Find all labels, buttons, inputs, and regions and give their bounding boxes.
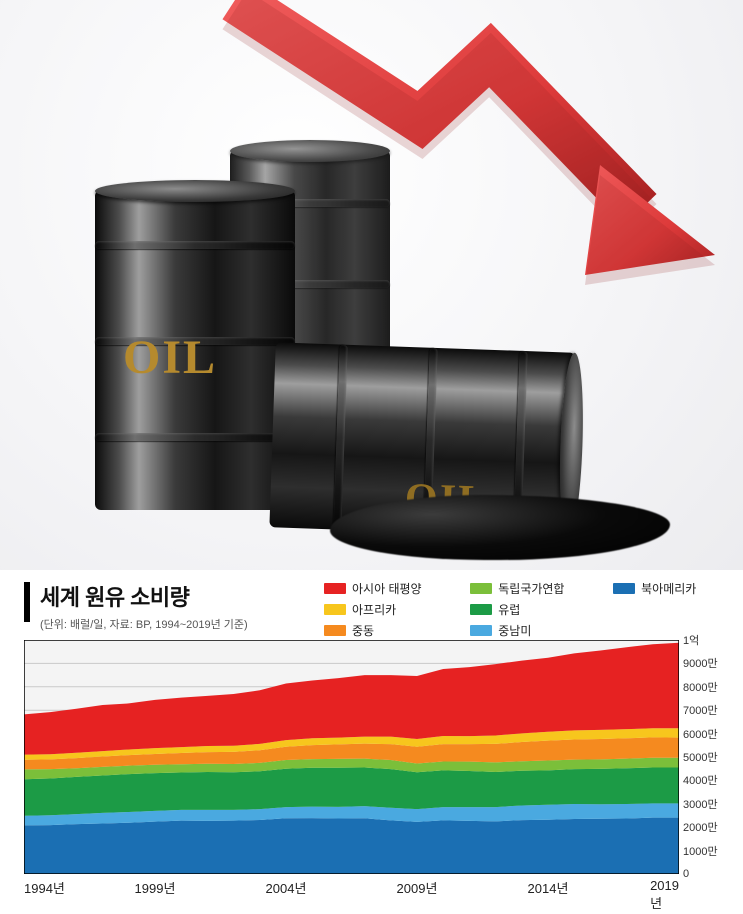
x-tick-label: 2019년 [650,878,679,912]
chart-panel: 세계 원유 소비량 (단위: 배럴/일, 자료: BP, 1994~2019년 … [24,580,719,900]
y-tick-label: 7000만 [683,702,718,718]
y-tick-label: 4000만 [683,772,718,788]
y-tick-label: 9000만 [683,655,718,671]
y-tick-label: 2000만 [683,819,718,835]
area-nam [24,818,679,874]
legend-swatch [324,625,346,636]
legend-item: 중남미 [470,622,587,639]
legend-label: 아시아 태평양 [352,580,422,597]
legend-swatch [470,583,492,594]
legend-item: 독립국가연합 [470,580,587,597]
chart-title: 세계 원유 소비량 [40,580,248,612]
legend-item: 중동 [324,622,444,639]
legend-swatch [613,583,635,594]
chart-legend: 아시아 태평양 독립국가연합 북아메리카아프리카 유럽중동 중남미 [324,580,719,639]
legend-label: 중동 [352,622,374,639]
y-tick-label: 0 [683,868,689,880]
legend-item: 아프리카 [324,601,444,618]
legend-label: 독립국가연합 [498,580,564,597]
x-axis-labels: 1994년1999년2004년2009년2014년2019년 [24,878,679,900]
y-axis-labels: 1억9000만8000만7000만6000만5000만4000만3000만200… [679,640,719,874]
legend-swatch [324,604,346,615]
legend-item: 유럽 [470,601,587,618]
oil-spill [330,495,670,560]
oil-barrel-left: OIL [95,190,295,510]
x-tick-label: 1999년 [135,878,176,897]
legend-label: 중남미 [498,622,531,639]
y-tick-label: 8000만 [683,679,718,695]
y-tick-label: 3000만 [683,796,718,812]
legend-label: 아프리카 [352,601,396,618]
y-tick-label: 5000만 [683,749,718,765]
x-tick-label: 2009년 [397,878,438,897]
legend-label: 유럽 [498,601,520,618]
legend-item [613,601,719,618]
title-accent-bar [24,582,30,622]
legend-item: 북아메리카 [613,580,719,597]
chart-plot [24,640,679,874]
legend-swatch [470,625,492,636]
legend-swatch [470,604,492,615]
legend-swatch [324,583,346,594]
legend-label: 북아메리카 [641,580,696,597]
hero-illustration: OIL OIL [0,0,743,570]
x-tick-label: 2004년 [266,878,307,897]
legend-item: 아시아 태평양 [324,580,444,597]
barrel-label: OIL [123,330,217,385]
y-tick-label: 1억 [683,632,699,648]
y-tick-label: 6000만 [683,726,718,742]
x-tick-label: 1994년 [24,878,65,897]
chart-subtitle: (단위: 배럴/일, 자료: BP, 1994~2019년 기준) [40,616,248,632]
y-tick-label: 1000만 [683,843,718,859]
x-tick-label: 2014년 [528,878,569,897]
